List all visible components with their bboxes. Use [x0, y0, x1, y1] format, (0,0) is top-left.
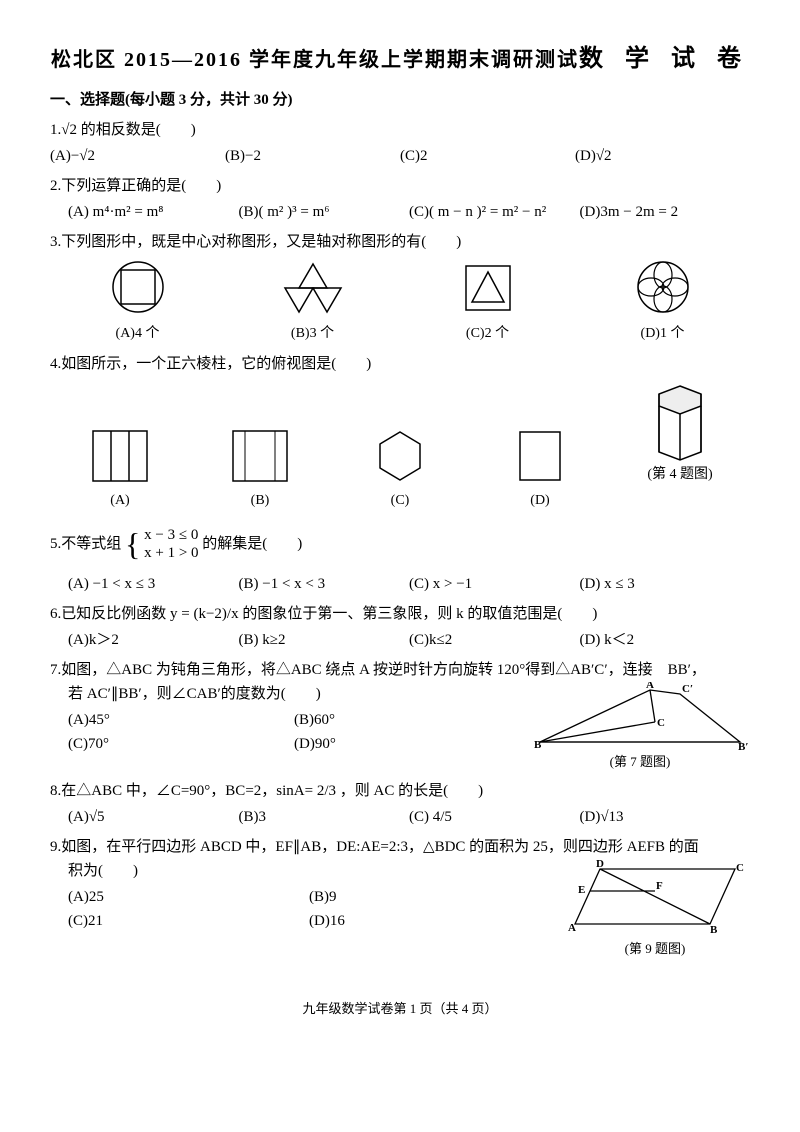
q1-B: (B)−2 — [225, 144, 400, 168]
q8-A: (A)√5 — [68, 805, 239, 829]
q3-A: (A)4 个 — [50, 323, 225, 345]
q4-D: (D) — [470, 490, 610, 512]
q5-sys2: x + 1 > 0 — [144, 545, 198, 561]
q8: 8.在△ABC 中，∠C=90°，BC=2，sinA= 2/3 ，则 AC 的长… — [50, 779, 750, 829]
q5-sys1: x − 3 ≤ 0 — [144, 527, 198, 543]
q6-A: (A)k＞2 — [68, 628, 239, 652]
q1-C: (C)2 — [400, 144, 575, 168]
svg-text:B: B — [710, 924, 718, 936]
q3-fig1 — [50, 260, 225, 315]
svg-text:D: D — [596, 859, 604, 870]
title-prefix: 松北区 2015—2016 学年度九年级上学期期末调研测试 — [51, 49, 579, 71]
q8-text: 8.在△ABC 中，∠C=90°，BC=2，sinA= 2/3 ，则 AC 的长… — [50, 779, 750, 803]
svg-text:B: B — [534, 739, 542, 751]
q2-text: 2.下列运算正确的是( ) — [50, 174, 750, 198]
q7-D: (D)90° — [294, 732, 520, 756]
q5: 5.不等式组 { x − 3 ≤ 0 x + 1 > 0 的解集是( ) (A)… — [50, 519, 750, 596]
svg-text:E: E — [578, 884, 585, 896]
svg-text:C: C — [657, 717, 665, 729]
q3-fig3 — [400, 260, 575, 315]
q9-D: (D)16 — [309, 909, 550, 933]
q1-text: 1.√2 的相反数是( ) — [50, 118, 750, 142]
q4-C: (C) — [330, 490, 470, 512]
svg-text:A: A — [646, 682, 654, 691]
q3-B: (B)3 个 — [225, 323, 400, 345]
q2-C: (C)( m − n )² = m² − n² — [409, 200, 580, 224]
svg-text:B′: B′ — [738, 741, 748, 752]
q1: 1.√2 的相反数是( ) (A)−√2 (B)−2 (C)2 (D)√2 — [50, 118, 750, 168]
q2-D: (D)3m − 2m = 2 — [580, 200, 751, 224]
section-header: 一、选择题(每小题 3 分，共计 30 分) — [50, 88, 750, 112]
q6-C: (C)k≤2 — [409, 628, 580, 652]
q6-text: 6.已知反比例函数 y = (k−2)/x 的图象位于第一、第三象限，则 k 的… — [50, 602, 750, 626]
q3-C: (C)2 个 — [400, 323, 575, 345]
q3-fig2 — [225, 260, 400, 315]
q4-figC — [330, 426, 470, 486]
q8-C: (C) 4/5 — [409, 805, 580, 829]
q4-prism: (第 4 题图) — [610, 382, 750, 486]
q7-line1: 7.如图，△ABC 为钝角三角形，将△ABC 绕点 A 按逆时针方向旋转 120… — [50, 658, 750, 682]
title-suffix: 数 学 试 卷 — [579, 46, 749, 72]
q3: 3.下列图形中，既是中心对称图形，又是轴对称图形的有( ) (A)4 个 (B)… — [50, 230, 750, 345]
q3-fig4 — [575, 260, 750, 315]
q5-B: (B) −1 < x < 3 — [239, 572, 410, 596]
q5-pre: 5.不等式组 — [50, 536, 121, 552]
q9-B: (B)9 — [309, 885, 550, 909]
q3-D: (D)1 个 — [575, 323, 750, 345]
q7-line2: 若 AC′∥BB′，则∠CAB′的度数为( ) — [68, 682, 520, 706]
q7-figure: B A C′ C B′ (第 7 题图) — [530, 682, 750, 773]
q4-A: (A) — [50, 490, 190, 512]
q8-D: (D)√13 — [580, 805, 751, 829]
q2-A: (A) m⁴·m² = m⁸ — [68, 200, 239, 224]
q5-C: (C) x > −1 — [409, 572, 580, 596]
q1-A: (A)−√2 — [50, 144, 225, 168]
q4-figD — [470, 426, 610, 486]
page-footer: 九年级数学试卷第 1 页（共 4 页） — [50, 999, 750, 1020]
q6-D: (D) k＜2 — [580, 628, 751, 652]
svg-text:A: A — [568, 922, 576, 934]
svg-text:C′: C′ — [682, 683, 693, 695]
q6: 6.已知反比例函数 y = (k−2)/x 的图象位于第一、第三象限，则 k 的… — [50, 602, 750, 652]
q9-line2: 积为( ) — [68, 859, 550, 883]
q7: 7.如图，△ABC 为钝角三角形，将△ABC 绕点 A 按逆时针方向旋转 120… — [50, 658, 750, 773]
svg-text:C: C — [736, 862, 744, 874]
q5-D: (D) x ≤ 3 — [580, 572, 751, 596]
q4-figlabel: (第 4 题图) — [610, 464, 750, 486]
q6-B: (B) k≥2 — [239, 628, 410, 652]
q7-A: (A)45° — [68, 708, 294, 732]
q9-C: (C)21 — [68, 909, 309, 933]
q8-B: (B)3 — [239, 805, 410, 829]
svg-text:F: F — [656, 880, 663, 892]
q9-figure: D C E F A B (第 9 题图) — [560, 859, 750, 960]
q5-post: 的解集是( ) — [202, 536, 302, 552]
q4-figA — [50, 426, 190, 486]
q7-figlabel: (第 7 题图) — [530, 752, 750, 773]
q7-B: (B)60° — [294, 708, 520, 732]
q4-figB — [190, 426, 330, 486]
q3-text: 3.下列图形中，既是中心对称图形，又是轴对称图形的有( ) — [50, 230, 750, 254]
q2-B: (B)( m² )³ = m⁶ — [239, 200, 410, 224]
q1-D: (D)√2 — [575, 144, 750, 168]
q7-C: (C)70° — [68, 732, 294, 756]
q9-A: (A)25 — [68, 885, 309, 909]
q9: 9.如图，在平行四边形 ABCD 中，EF∥AB，DE:AE=2:3，△BDC … — [50, 835, 750, 960]
page-title: 松北区 2015—2016 学年度九年级上学期期末调研测试数 学 试 卷 — [50, 40, 750, 78]
q9-figlabel: (第 9 题图) — [560, 939, 750, 960]
q4: 4.如图所示，一个正六棱柱，它的俯视图是( ) (第 4 题图) — [50, 352, 750, 513]
q4-B: (B) — [190, 490, 330, 512]
q5-A: (A) −1 < x ≤ 3 — [68, 572, 239, 596]
q9-line1: 9.如图，在平行四边形 ABCD 中，EF∥AB，DE:AE=2:3，△BDC … — [50, 835, 750, 859]
q4-text: 4.如图所示，一个正六棱柱，它的俯视图是( ) — [50, 352, 750, 376]
q2: 2.下列运算正确的是( ) (A) m⁴·m² = m⁸ (B)( m² )³ … — [50, 174, 750, 224]
